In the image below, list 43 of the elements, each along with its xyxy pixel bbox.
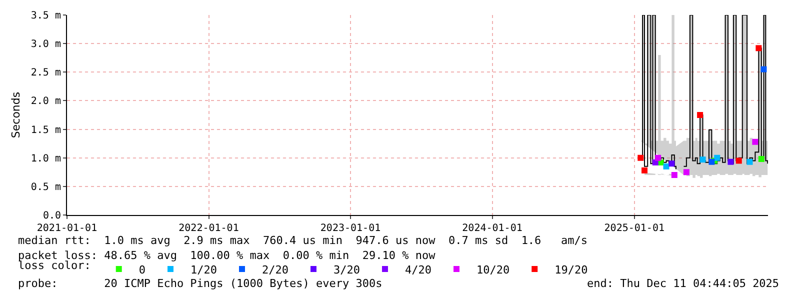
point (697, 112, 704, 118)
point (642, 167, 648, 174)
y-tick-label: 0.0 (42, 210, 61, 222)
point (708, 158, 715, 165)
y-tick-label: 1.5 m (30, 124, 61, 136)
legend-label: 10/20 (476, 263, 510, 276)
x-tick-label: 2023-01-01 (320, 223, 381, 234)
point (655, 154, 662, 161)
x-tick-label: 2025-01-01 (604, 223, 665, 234)
point (683, 169, 690, 176)
point (671, 172, 678, 178)
y-tick-label: 3.0 m (30, 39, 61, 50)
point (756, 45, 762, 52)
y-tick-label: 3.5 m (30, 10, 61, 22)
x-tick-label: 2021-01-01 (36, 223, 98, 234)
point (758, 156, 764, 162)
point (736, 158, 742, 164)
x-tick-label: 2024-01-01 (462, 223, 522, 234)
text: median rtt: 1.0 ms avg 2.9 ms max 760.4 us min 947.6 us now 0.7 ms sd 1.6 am/s (18, 234, 588, 247)
y-tick-label: 2.0 m (30, 96, 61, 108)
legend-label: 2/20 (262, 263, 288, 276)
point (714, 154, 720, 161)
legend-label: 4/20 (404, 263, 432, 276)
text: probe: 20 ICMP Echo Pings (1000 Bytes) every 300s (18, 277, 382, 290)
y-tick-label: 2.5 m (30, 68, 61, 79)
y-tick-label: 0.5 m (30, 182, 61, 193)
y-axis-title: Seconds (10, 92, 23, 138)
legend-label: 3/20 (333, 263, 360, 276)
x-tick-label: 2022-01-01 (178, 223, 239, 234)
text: packet loss: 48.65 % avg 100.00 % max 0.00 % min 29.10 % now (18, 249, 436, 262)
point (668, 160, 675, 167)
y-tick-label: 1.0 m (30, 153, 61, 164)
point (746, 158, 753, 165)
legend-label: 1/20 (190, 263, 217, 276)
point (638, 154, 644, 161)
point (700, 156, 706, 163)
text: end: Thu Dec 11 04:44:05 2025 (587, 277, 780, 290)
point (728, 158, 734, 165)
point (752, 138, 758, 145)
point (760, 66, 767, 72)
legend-label: 19/20 (554, 263, 588, 276)
point (663, 163, 670, 170)
legend-label: 0 (138, 263, 146, 276)
